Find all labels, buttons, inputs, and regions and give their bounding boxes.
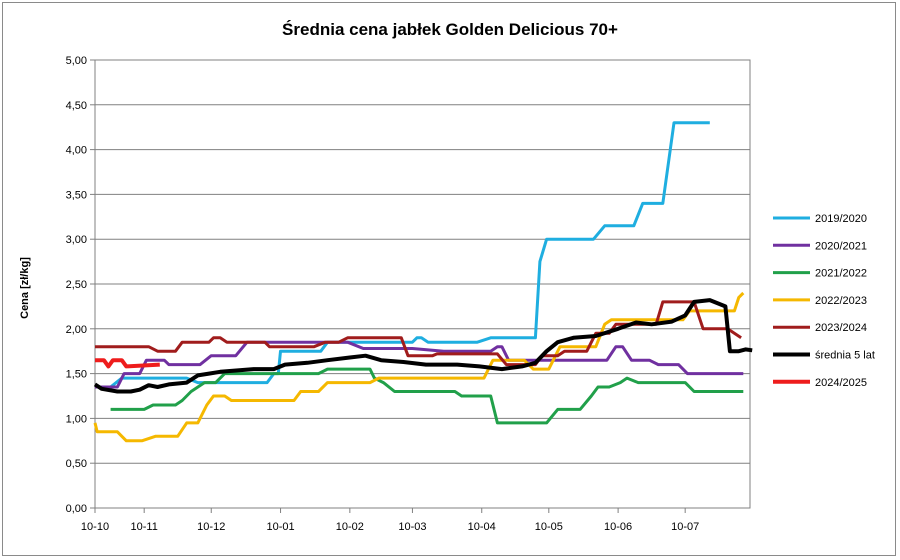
y-tick-label: 1,00 <box>66 413 87 425</box>
legend-label-6: średnia 5 lat <box>815 350 875 362</box>
y-tick-label: 3,00 <box>66 234 87 246</box>
series-line-4 <box>93 291 745 443</box>
x-tick-label: 10-06 <box>604 521 632 533</box>
x-tick-label: 10-04 <box>468 521 496 533</box>
legend-label-3: 2021/2022 <box>815 268 867 280</box>
legend-label-4: 2022/2023 <box>815 295 867 307</box>
legend-label-2: 2020/2021 <box>815 240 867 252</box>
y-tick-label: 0,50 <box>66 458 87 470</box>
series-line-2 <box>95 340 744 389</box>
y-tick-label: 2,00 <box>66 324 87 336</box>
y-tick-label: 4,50 <box>66 100 87 112</box>
x-tick-label: 10-01 <box>266 521 294 533</box>
y-tick-label: 3,50 <box>66 189 87 201</box>
y-tick-label: 1,50 <box>66 369 87 381</box>
y-tick-label: 0,00 <box>66 503 87 515</box>
x-tick-label: 10-07 <box>671 521 699 533</box>
series-line-5 <box>95 300 742 367</box>
x-tick-label: 10-11 <box>131 521 158 533</box>
series-line-7 <box>95 358 160 369</box>
y-tick-label: 2,50 <box>66 279 87 291</box>
x-tick-label: 10-05 <box>535 521 563 533</box>
legend-label-1: 2019/2020 <box>815 213 867 225</box>
legend-label-5: 2023/2024 <box>815 322 867 334</box>
series-line-3 <box>110 367 744 425</box>
x-tick-label: 10-10 <box>81 521 109 533</box>
x-tick-label: 10-03 <box>398 521 426 533</box>
x-tick-label: 10-02 <box>336 521 364 533</box>
series-line-6 <box>93 298 753 394</box>
series-line-1 <box>95 121 710 389</box>
chart-title: Średnia cena jabłek Golden Delicious 70+ <box>282 20 618 39</box>
x-tick-label: 10-12 <box>197 521 225 533</box>
legend-label-7: 2024/2025 <box>815 377 867 389</box>
y-tick-label: 4,00 <box>66 145 87 157</box>
y-tick-label: 5,00 <box>66 55 87 67</box>
